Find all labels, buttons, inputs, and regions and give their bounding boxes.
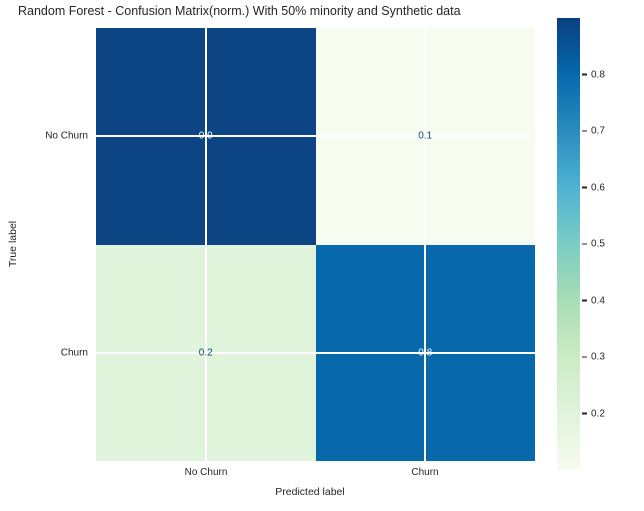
colorbar-tick-label: 0.7 xyxy=(591,125,605,137)
ytick-churn: Churn xyxy=(60,347,88,359)
colorbar-tick-label: 0.8 xyxy=(591,69,605,80)
xtick-no-churn: No Churn xyxy=(184,467,228,478)
colorbar-tick: 0.7 xyxy=(582,126,605,137)
gridline-horizontal-row2 xyxy=(96,351,535,354)
y-axis-label: True label xyxy=(7,220,19,268)
gridline-vertical-col1 xyxy=(204,28,207,461)
colorbar-tick-mark xyxy=(582,243,587,245)
colorbar-tick-mark xyxy=(582,412,587,415)
colorbar-gradient xyxy=(557,18,580,470)
colorbar-ticks: 0.8 0.7 0.6 0.5 0.4 0.3 0.2 xyxy=(582,18,642,470)
colorbar-tick: 0.3 xyxy=(582,352,605,363)
colorbar-tick-label: 0.5 xyxy=(591,238,605,250)
colorbar-tick: 0.8 xyxy=(582,69,605,80)
x-axis-label: Predicted label xyxy=(275,486,345,498)
colorbar-tick: 0.5 xyxy=(582,239,605,250)
colorbar-tick-label: 0.6 xyxy=(591,182,605,193)
colorbar-tick: 0.6 xyxy=(582,182,605,193)
colorbar-tick-label: 0.2 xyxy=(591,408,605,419)
colorbar-tick-mark xyxy=(582,73,587,76)
colorbar-tick-mark xyxy=(582,299,587,302)
colorbar-tick-mark xyxy=(582,356,587,358)
cell-annotation-0-0: 0.9 xyxy=(198,130,213,142)
cell-annotation-1-1: 0.8 xyxy=(418,347,433,359)
cell-annotation-0-1: 0.1 xyxy=(418,130,433,142)
gridline-horizontal-row1 xyxy=(96,135,535,138)
chart-title: Random Forest - Confusion Matrix(norm.) … xyxy=(18,4,461,18)
cell-annotation-1-0: 0.2 xyxy=(198,347,213,359)
colorbar-tick-mark xyxy=(582,130,587,132)
heatmap: 0.9 0.1 0.2 0.8 xyxy=(96,28,535,461)
ytick-no-churn: No Churn xyxy=(45,130,88,142)
colorbar-tick-label: 0.3 xyxy=(591,351,605,363)
colorbar-tick-label: 0.4 xyxy=(591,295,605,306)
gridline-vertical-col2 xyxy=(424,28,427,461)
colorbar-tick: 0.4 xyxy=(582,295,605,306)
xtick-churn: Churn xyxy=(411,467,439,478)
colorbar-tick-mark xyxy=(582,186,587,189)
colorbar-tick: 0.2 xyxy=(582,408,605,419)
